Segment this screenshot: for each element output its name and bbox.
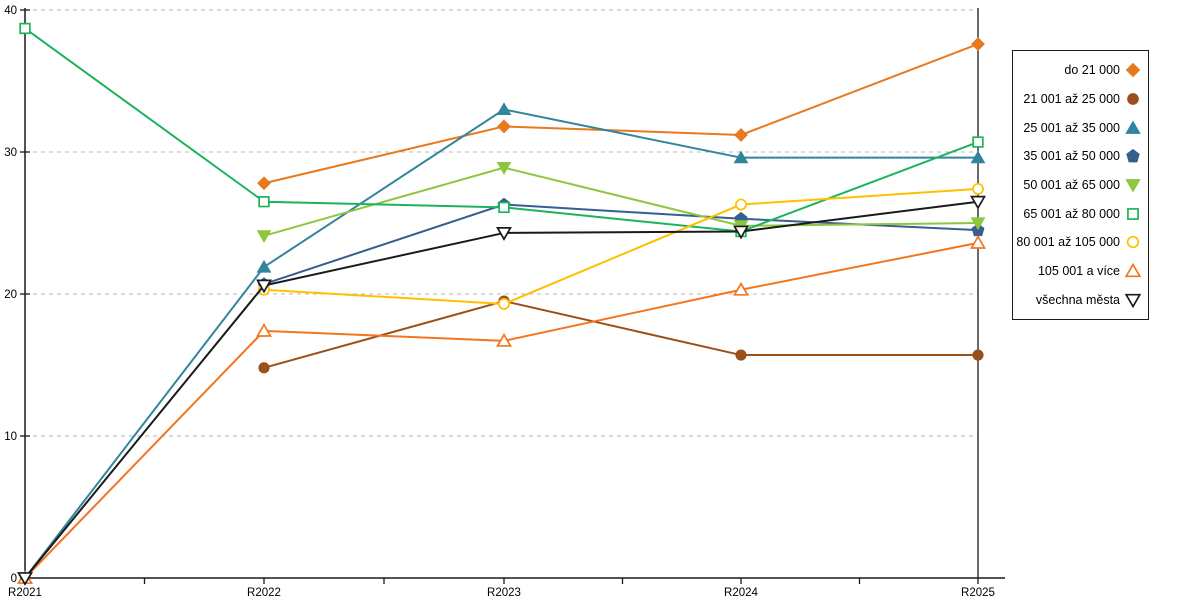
- series-line: [263, 43, 979, 185]
- circle-filled-marker-icon: [1127, 93, 1139, 105]
- y-tick-label: 10: [4, 431, 17, 443]
- diamond-filled-marker-icon: [971, 37, 985, 51]
- triangle-up-filled-legend-icon: [1125, 120, 1141, 134]
- y-tick-label: 40: [4, 5, 17, 17]
- series-line: [24, 200, 979, 579]
- legend-item[interactable]: 50 001 až 65 000: [1017, 172, 1141, 198]
- legend-item[interactable]: 80 001 až 105 000: [1016, 229, 1141, 255]
- x-tick-label: R2021: [8, 587, 42, 599]
- x-tick-label: R2023: [487, 587, 521, 599]
- square-open-marker-icon: [972, 136, 984, 148]
- square-open-marker-icon: [498, 201, 510, 214]
- triangle-down-filled-marker-icon: [496, 162, 512, 175]
- circle-filled-marker-icon: [735, 349, 747, 361]
- series-line: [263, 187, 979, 305]
- triangle-up-open-marker-icon: [256, 323, 272, 337]
- triangle-up-filled-marker-icon: [496, 102, 512, 115]
- legend-item-label: 21 001 až 25 000: [1023, 91, 1120, 106]
- diamond-filled-marker-icon: [497, 119, 511, 134]
- x-tick-label: R2025: [961, 587, 995, 599]
- triangle-up-filled-marker-icon: [733, 150, 749, 164]
- triangle-up-filled-marker-icon: [970, 150, 986, 164]
- legend-item[interactable]: 25 001 až 35 000: [1017, 115, 1141, 141]
- series-line: [263, 203, 979, 286]
- series-line: [263, 300, 979, 369]
- diamond-filled-legend-icon: [1125, 63, 1141, 78]
- x-tick-label: R2022: [247, 587, 281, 599]
- triangle-up-open-legend-icon: [1125, 262, 1141, 278]
- triangle-down-filled-marker-icon: [1125, 179, 1141, 193]
- square-open-marker-icon: [19, 22, 31, 35]
- square-open-marker-icon: [258, 196, 270, 208]
- triangle-down-open-marker-icon: [733, 225, 749, 240]
- legend-item[interactable]: 65 001 až 80 000: [1017, 201, 1141, 227]
- circle-filled-marker-icon: [972, 349, 984, 361]
- legend-item-label: 105 001 a více: [1037, 263, 1120, 278]
- triangle-down-filled-marker-icon: [970, 217, 986, 231]
- triangle-up-open-marker-icon: [733, 281, 749, 296]
- triangle-down-open-marker-icon: [17, 572, 33, 586]
- triangle-down-open-legend-icon: [1125, 293, 1141, 308]
- circle-open-marker-icon: [972, 182, 984, 195]
- legend: do 21 000 21 001 až 25 000 25 001 až 35 00…: [1012, 50, 1149, 320]
- triangle-up-open-marker-icon: [970, 234, 986, 249]
- triangle-up-open-marker-icon: [1125, 262, 1141, 278]
- pentagon-filled-marker-icon: [1126, 149, 1140, 163]
- triangle-down-open-marker-icon: [970, 195, 986, 210]
- legend-item-label: všechna města: [1035, 292, 1120, 307]
- triangle-down-filled-legend-icon: [1125, 179, 1141, 193]
- circle-open-marker-icon: [498, 298, 510, 310]
- legend-item[interactable]: 105 001 a více: [1017, 258, 1141, 284]
- legend-item-label: do 21 000: [1064, 63, 1120, 78]
- legend-item-label: 80 001 až 105 000: [1016, 235, 1120, 250]
- diamond-filled-marker-icon: [1125, 63, 1141, 78]
- legend-item-label: 35 001 až 50 000: [1023, 149, 1120, 164]
- square-open-marker-icon: [1127, 207, 1139, 220]
- triangle-up-open-marker-icon: [496, 332, 512, 347]
- y-tick-label: 0: [11, 573, 17, 585]
- square-open-legend-icon: [1127, 207, 1139, 220]
- legend-item-label: 25 001 až 35 000: [1023, 120, 1120, 135]
- legend-item[interactable]: 35 001 až 50 000: [1017, 143, 1141, 169]
- triangle-up-filled-marker-icon: [256, 259, 272, 273]
- legend-item[interactable]: 21 001 až 25 000: [1017, 86, 1141, 112]
- triangle-down-filled-marker-icon: [256, 230, 272, 243]
- triangle-up-filled-marker-icon: [1125, 120, 1141, 134]
- series-line: [263, 166, 979, 237]
- x-tick-label: R2024: [724, 587, 758, 599]
- circle-filled-marker-icon: [258, 362, 270, 374]
- legend-item[interactable]: do 21 000: [1017, 57, 1141, 83]
- legend-item-label: 65 001 až 80 000: [1023, 206, 1120, 221]
- diamond-filled-marker-icon: [734, 128, 748, 142]
- y-tick-label: 30: [4, 147, 17, 159]
- circle-open-marker-icon: [735, 198, 747, 211]
- circle-open-marker-icon: [1126, 236, 1140, 249]
- legend-item[interactable]: všechna města: [1017, 287, 1141, 313]
- pentagon-filled-legend-icon: [1126, 149, 1140, 163]
- legend-item-label: 50 001 až 65 000: [1023, 177, 1120, 192]
- y-tick-label: 20: [4, 289, 17, 301]
- series-line: [24, 241, 979, 579]
- circle-open-legend-icon: [1126, 236, 1140, 249]
- circle-filled-legend-icon: [1127, 93, 1139, 105]
- triangle-down-open-marker-icon: [496, 227, 512, 241]
- diamond-filled-marker-icon: [257, 176, 271, 191]
- triangle-down-open-marker-icon: [1125, 293, 1141, 308]
- triangle-down-open-marker-icon: [256, 279, 272, 294]
